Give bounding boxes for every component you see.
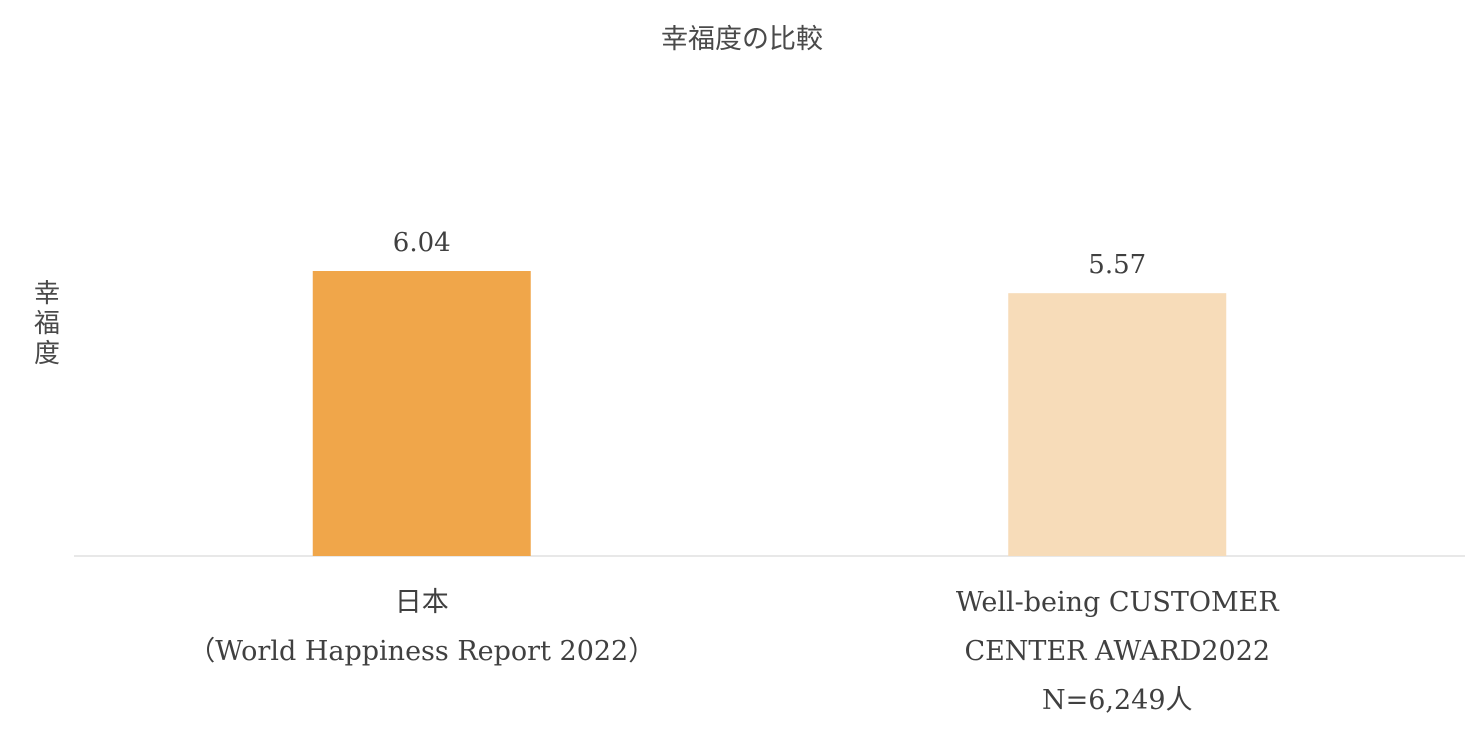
- data-labels-group: 6.04 5.57: [393, 228, 1146, 280]
- chart-title: 幸福度の比較: [661, 24, 823, 55]
- x-tick-label-2-line-3: N=6,249人: [1042, 685, 1193, 716]
- x-tick-label-2-line-1: Well-being CUSTOMER: [956, 587, 1279, 618]
- y-axis-label: 幸福度: [34, 279, 60, 369]
- bars-group: [312, 271, 1227, 556]
- x-tick-label-1-line-1: 日本: [395, 587, 449, 618]
- data-label-2: 5.57: [1088, 250, 1146, 280]
- bar-2: [1008, 293, 1227, 556]
- data-label-1: 6.04: [393, 228, 451, 258]
- bar-1: [312, 271, 531, 556]
- y-axis-title: 幸福度: [34, 279, 60, 369]
- x-tick-label-2-line-2: CENTER AWARD2022: [964, 636, 1270, 667]
- x-tick-label-1-line-2: （World Happiness Report 2022）: [188, 636, 655, 667]
- category-labels-group: 日本 （World Happiness Report 2022） Well-bein…: [188, 587, 1279, 716]
